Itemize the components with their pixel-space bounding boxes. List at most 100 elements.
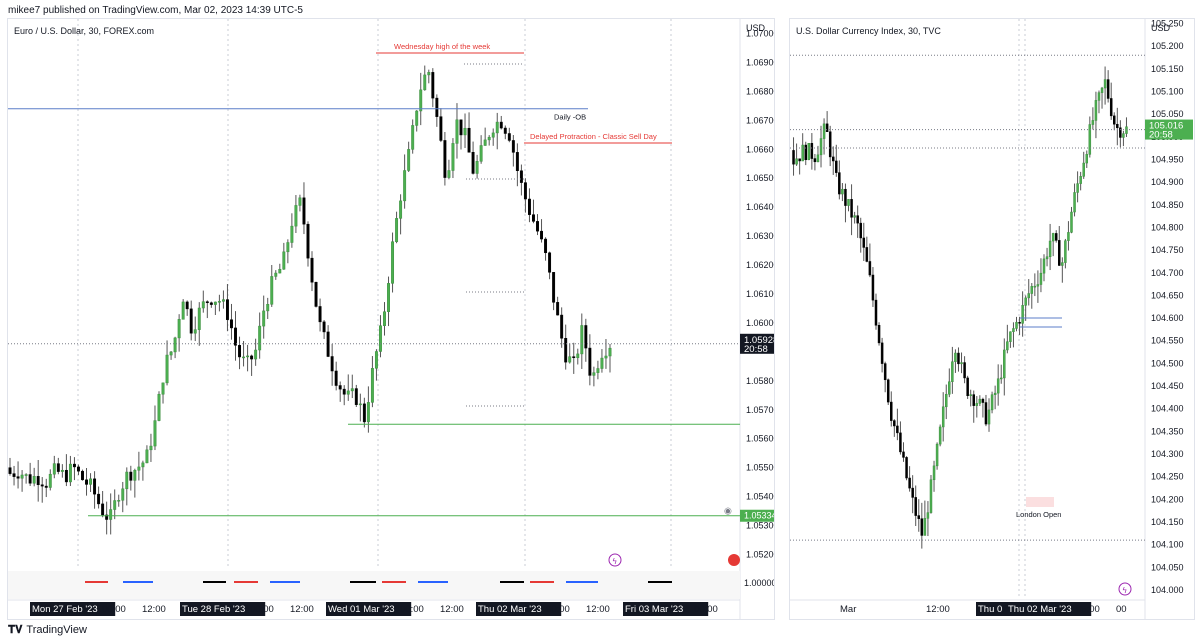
candle-up[interactable] bbox=[1036, 284, 1040, 287]
candle-down[interactable] bbox=[560, 314, 564, 339]
indicator-pane[interactable] bbox=[8, 571, 740, 599]
candle-up[interactable] bbox=[596, 368, 600, 373]
candle-up[interactable] bbox=[938, 426, 942, 445]
candle-up[interactable] bbox=[491, 132, 495, 138]
plot-area[interactable] bbox=[8, 19, 740, 569]
candle-down[interactable] bbox=[536, 221, 539, 232]
candle-down[interactable] bbox=[64, 469, 68, 483]
candle-down[interactable] bbox=[185, 301, 189, 310]
candle-up[interactable] bbox=[1076, 183, 1079, 193]
candle-up[interactable] bbox=[298, 197, 302, 206]
candle-up[interactable] bbox=[822, 123, 826, 139]
candle-up[interactable] bbox=[358, 403, 362, 406]
candle-down[interactable] bbox=[72, 463, 76, 468]
candle-up[interactable] bbox=[387, 283, 390, 312]
candle-up[interactable] bbox=[419, 89, 423, 112]
candle-up[interactable] bbox=[576, 353, 580, 359]
candle-up[interactable] bbox=[487, 136, 491, 141]
candle-down[interactable] bbox=[129, 471, 133, 481]
candle-down[interactable] bbox=[1119, 127, 1122, 138]
candle-down[interactable] bbox=[828, 131, 832, 158]
candle-up[interactable] bbox=[68, 463, 72, 483]
candle-up[interactable] bbox=[1082, 162, 1085, 177]
candle-down[interactable] bbox=[322, 321, 326, 333]
candle-down[interactable] bbox=[584, 325, 588, 349]
candle-up[interactable] bbox=[1073, 192, 1076, 213]
candle-up[interactable] bbox=[969, 394, 972, 396]
candle-up[interactable] bbox=[379, 325, 382, 352]
candle-down[interactable] bbox=[1054, 233, 1058, 241]
candle-up[interactable] bbox=[1051, 233, 1055, 242]
candle-up[interactable] bbox=[157, 393, 161, 421]
candle-down[interactable] bbox=[902, 451, 905, 458]
candle-down[interactable] bbox=[435, 97, 439, 117]
candle-up[interactable] bbox=[278, 268, 282, 274]
candle-down[interactable] bbox=[966, 377, 969, 396]
candle-up[interactable] bbox=[1027, 293, 1030, 299]
candle-up[interactable] bbox=[169, 351, 173, 356]
candle-down[interactable] bbox=[831, 156, 835, 162]
candle-down[interactable] bbox=[957, 352, 960, 365]
candle-up[interactable] bbox=[475, 161, 479, 174]
candle-down[interactable] bbox=[862, 237, 866, 248]
candle-up[interactable] bbox=[52, 463, 56, 475]
candle-down[interactable] bbox=[564, 338, 568, 363]
candle-up[interactable] bbox=[816, 154, 820, 163]
candle-down[interactable] bbox=[850, 199, 853, 218]
candle-down[interactable] bbox=[844, 188, 847, 206]
candle-down[interactable] bbox=[813, 158, 817, 163]
eurusd-chart-panel[interactable]: 1.07000 1.06900 1.06800 1.06700 1.06600 1.065… bbox=[7, 18, 775, 620]
candle-down[interactable] bbox=[225, 299, 229, 320]
candle-down[interactable] bbox=[77, 466, 80, 472]
candle-down[interactable] bbox=[893, 420, 896, 427]
candle-down[interactable] bbox=[314, 281, 318, 307]
candle-up[interactable] bbox=[141, 462, 145, 468]
tradingview-logo[interactable]: 𝐓𝐕 TradingView bbox=[8, 624, 87, 637]
candle-up[interactable] bbox=[945, 393, 948, 408]
candle-up[interactable] bbox=[181, 301, 185, 320]
candle-down[interactable] bbox=[515, 152, 519, 171]
candle-down[interactable] bbox=[896, 425, 899, 434]
candle-up[interactable] bbox=[403, 170, 407, 202]
candle-up[interactable] bbox=[165, 354, 169, 384]
candle-up[interactable] bbox=[1064, 240, 1067, 263]
candle-up[interactable] bbox=[1091, 120, 1095, 125]
candle-up[interactable] bbox=[221, 299, 225, 302]
candle-down[interactable] bbox=[556, 302, 560, 316]
candle-up[interactable] bbox=[929, 479, 933, 513]
candle-down[interactable] bbox=[804, 144, 807, 161]
candle-up[interactable] bbox=[580, 325, 584, 355]
candle-up[interactable] bbox=[990, 394, 994, 411]
candle-down[interactable] bbox=[36, 476, 40, 486]
candle-up[interactable] bbox=[395, 218, 399, 242]
candle-up[interactable] bbox=[1097, 92, 1101, 101]
candle-down[interactable] bbox=[890, 401, 893, 421]
candle-up[interactable] bbox=[951, 361, 954, 382]
candle-up[interactable] bbox=[1048, 240, 1052, 257]
candle-up[interactable] bbox=[350, 388, 354, 392]
candle-up[interactable] bbox=[483, 139, 487, 146]
candle-down[interactable] bbox=[459, 119, 463, 136]
candle-up[interactable] bbox=[975, 403, 979, 406]
candle-up[interactable] bbox=[807, 143, 811, 161]
candle-down[interactable] bbox=[306, 223, 310, 259]
candle-down[interactable] bbox=[230, 319, 233, 329]
candle-down[interactable] bbox=[330, 356, 334, 372]
candle-up[interactable] bbox=[1067, 232, 1070, 241]
candle-down[interactable] bbox=[338, 385, 342, 390]
candle-up[interactable] bbox=[1024, 297, 1027, 306]
candle-down[interactable] bbox=[798, 158, 801, 162]
candle-down[interactable] bbox=[443, 140, 447, 178]
candle-up[interactable] bbox=[996, 378, 1000, 394]
candle-up[interactable] bbox=[847, 199, 850, 206]
candle-down[interactable] bbox=[1106, 79, 1110, 99]
candle-down[interactable] bbox=[326, 331, 330, 357]
candle-up[interactable] bbox=[197, 307, 201, 330]
candle-down[interactable] bbox=[868, 261, 872, 276]
candle-down[interactable] bbox=[209, 302, 213, 305]
candle-down[interactable] bbox=[354, 388, 358, 405]
candle-up[interactable] bbox=[923, 518, 927, 536]
candle-up[interactable] bbox=[1045, 256, 1049, 260]
candle-up[interactable] bbox=[568, 356, 572, 363]
candle-up[interactable] bbox=[447, 170, 451, 178]
